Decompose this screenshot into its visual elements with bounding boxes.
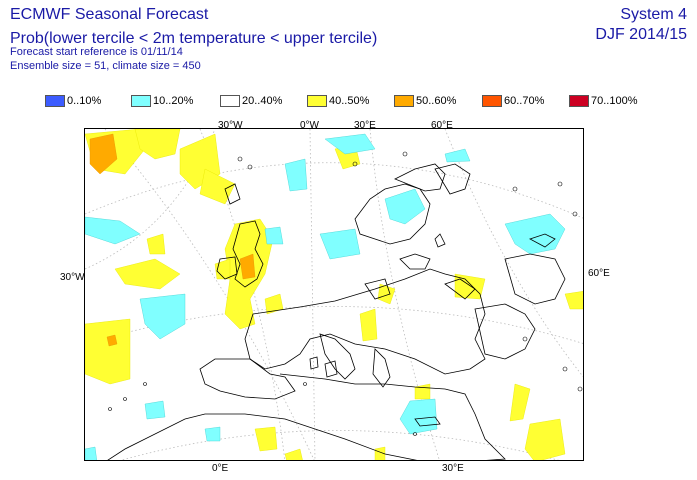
lon-label-30e-bottom: 30°E [442,463,464,474]
legend-label: 50..60% [416,95,457,107]
legend-label: 40..50% [329,95,370,107]
map-canvas [85,129,583,460]
legend: 0..10% 10..20% 20..40% 40..50% 50..60% 6… [0,94,697,110]
legend-label: 0..10% [67,95,102,107]
legend-item-60-70: 60..70% [482,94,544,108]
legend-swatch [307,95,327,107]
legend-swatch [569,95,589,107]
lon-label-60e-right: 60°E [588,268,610,279]
legend-swatch [131,95,151,107]
legend-item-40-50: 40..50% [307,94,369,108]
legend-item-50-60: 50..60% [394,94,456,108]
coastlines [107,163,566,460]
legend-label: 10..20% [153,95,194,107]
season-label: DJF 2014/15 [595,26,687,43]
lon-label-60e-top: 60°E [431,120,453,131]
lon-label-30w-top: 30°W [218,120,243,131]
system-label: System 4 [620,6,687,23]
lon-label-30e-top: 30°E [354,120,376,131]
legend-swatch [45,95,65,107]
legend-label: 60..70% [504,95,545,107]
legend-swatch [482,95,502,107]
prob-50-60-areas [89,133,256,347]
legend-label: 20..40% [242,95,283,107]
legend-item-10-20: 10..20% [131,94,193,108]
islands-and-lakes [108,151,583,436]
legend-swatch [394,95,414,107]
prob-10-20-areas [85,133,566,460]
chart-subtitle: Prob(lower tercile < 2m temperature < up… [10,30,378,47]
legend-label: 70..100% [591,95,638,107]
forecast-start-text: Forecast start reference is 01/11/14 [10,46,183,58]
legend-swatch [220,95,240,107]
legend-item-20-40: 20..40% [220,94,282,108]
lon-label-0w-top: 0°W [300,120,319,131]
prob-40-50-areas [85,129,583,460]
legend-item-70-100: 70..100% [569,94,637,108]
chart-title: ECMWF Seasonal Forecast [10,6,209,23]
forecast-map [84,128,584,461]
legend-item-0-10: 0..10% [45,94,101,108]
lon-label-0e-bottom: 0°E [212,463,229,474]
lon-label-30w-left: 30°W [60,272,85,283]
ensemble-size-text: Ensemble size = 51, climate size = 450 [10,60,201,72]
